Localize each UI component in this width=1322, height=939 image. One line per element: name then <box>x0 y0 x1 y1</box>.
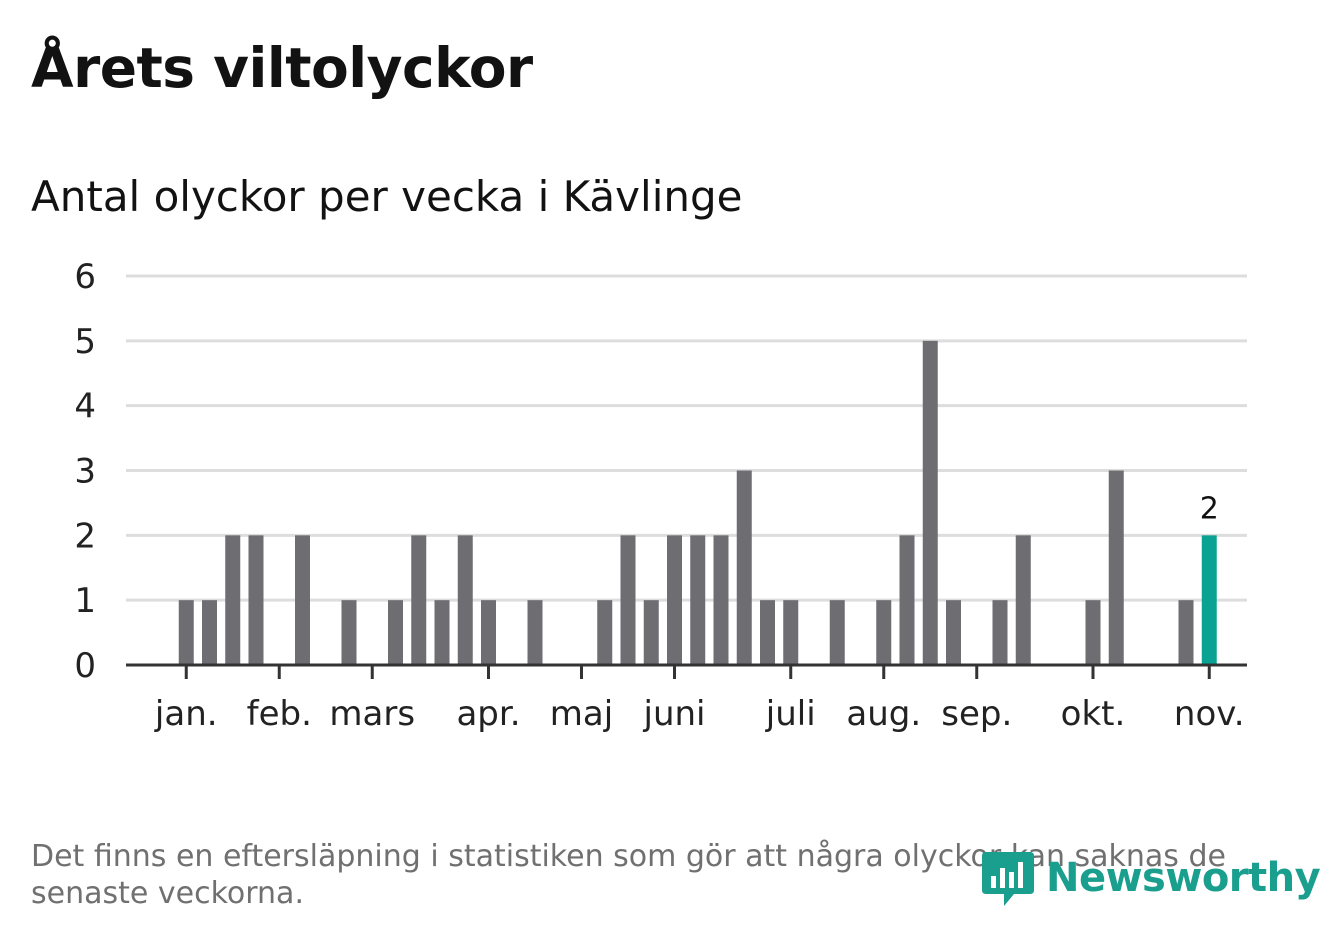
bar <box>527 600 543 665</box>
bar <box>481 600 496 665</box>
bar <box>713 535 729 665</box>
newsworthy-logo[interactable]: Newsworthy <box>980 846 1321 910</box>
x-tick-label: apr. <box>456 694 520 734</box>
bars <box>178 340 1217 665</box>
x-tick-label: juli <box>765 694 816 734</box>
bar <box>295 535 310 665</box>
bar <box>202 600 217 665</box>
x-tick-label: nov. <box>1174 694 1245 734</box>
y-tick-label: 0 <box>74 646 96 686</box>
bar <box>457 535 473 665</box>
x-axis: jan. feb. mars apr. maj juni juli aug. sep. okt. n… <box>126 663 1247 734</box>
y-tick-label: 6 <box>74 257 96 297</box>
bar <box>1108 470 1124 665</box>
newsworthy-logo-icon <box>982 852 1034 906</box>
bar <box>1015 535 1031 665</box>
bar <box>760 600 775 665</box>
bar <box>783 600 799 665</box>
bar <box>922 340 938 665</box>
bar <box>899 535 915 665</box>
x-tick-label: sep. <box>941 694 1012 734</box>
x-tick-label: maj <box>550 694 613 734</box>
bar <box>1085 600 1101 665</box>
x-tick-label: aug. <box>846 694 921 734</box>
bar <box>597 600 613 665</box>
bar <box>992 600 1008 665</box>
bar <box>388 600 403 665</box>
y-tick-label: 5 <box>74 322 96 362</box>
y-axis: 0 1 2 3 4 5 6 <box>74 257 96 686</box>
bar <box>248 535 264 665</box>
bar-chart: jan. feb. mars apr. maj juni juli aug. sep. okt. n… <box>74 257 1247 734</box>
bar-highlight <box>1201 535 1217 665</box>
bar <box>643 600 659 665</box>
bar <box>667 535 682 665</box>
bar <box>736 470 752 665</box>
chart-subtitle: Antal olyckor per vecka i Kävlinge <box>31 172 743 221</box>
x-tick-label: juni <box>643 694 706 734</box>
bar <box>225 535 241 665</box>
bar <box>1178 600 1194 665</box>
y-tick-label: 3 <box>74 452 96 492</box>
bar <box>876 600 892 665</box>
x-tick-label: mars <box>329 694 415 734</box>
x-tick-label: okt. <box>1061 694 1126 734</box>
chart-title: Årets viltolyckor <box>31 36 533 100</box>
y-tick-label: 4 <box>74 387 96 427</box>
bar <box>829 600 845 665</box>
y-tick-label: 2 <box>74 516 96 556</box>
y-tick-label: 1 <box>74 581 96 621</box>
data-label-highlight: 2 <box>1200 491 1219 526</box>
bar <box>411 535 427 665</box>
bar <box>946 600 961 665</box>
bar <box>341 600 357 665</box>
gridlines <box>126 274 1247 602</box>
data-labels: 2 <box>1200 491 1219 526</box>
newsworthy-logo-text: Newsworthy <box>1046 855 1321 901</box>
x-tick-label: jan. <box>154 694 218 734</box>
bar <box>178 600 194 665</box>
x-tick-label: feb. <box>247 694 312 734</box>
bar <box>690 535 706 665</box>
bar <box>434 600 450 665</box>
bar <box>620 535 636 665</box>
